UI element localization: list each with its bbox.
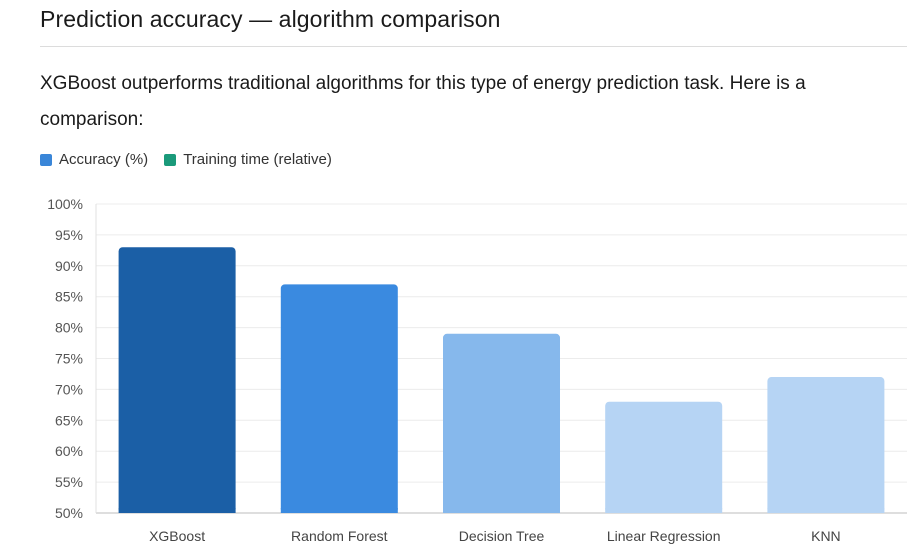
bar-base-random-forest <box>280 508 398 513</box>
y-tick-label-100: 100% <box>47 196 83 212</box>
bar-xgboost <box>118 247 236 513</box>
y-tick-label-70: 70% <box>55 381 83 397</box>
title-divider <box>40 46 907 47</box>
bar-base-knn <box>767 508 885 513</box>
y-tick-label-80: 80% <box>55 320 83 336</box>
y-tick-label-75: 75% <box>55 351 83 367</box>
y-tick-label-50: 50% <box>55 505 83 521</box>
legend-swatch-accuracy <box>40 153 52 166</box>
x-tick-label-decision-tree: Decision Tree <box>459 528 545 544</box>
bar-random-forest <box>280 284 398 513</box>
y-tick-label-85: 85% <box>55 289 83 305</box>
bar-base-decision-tree <box>443 508 560 513</box>
chart-legend: Accuracy (%) Training time (relative) <box>40 151 332 168</box>
legend-item-accuracy[interactable]: Accuracy (%) <box>40 151 148 168</box>
bar-base-linear-regression <box>605 508 723 513</box>
bar-knn <box>767 377 885 513</box>
intro-text: XGBoost outperforms traditional algorith… <box>40 73 806 130</box>
legend-label-training-time: Training time (relative) <box>183 151 332 168</box>
page-title: Prediction accuracy — algorithm comparis… <box>40 6 501 32</box>
legend-label-accuracy: Accuracy (%) <box>59 151 149 168</box>
bar-base-xgboost <box>118 508 236 513</box>
y-tick-label-65: 65% <box>55 412 83 428</box>
x-tick-label-linear-regression: Linear Regression <box>607 528 721 544</box>
bar-linear-regression <box>605 401 723 513</box>
legend-item-training-time[interactable]: Training time (relative) <box>164 151 332 168</box>
x-tick-label-knn: KNN <box>811 528 841 544</box>
x-tick-label-random-forest: Random Forest <box>291 528 388 544</box>
x-tick-label-xgboost: XGBoost <box>149 528 205 544</box>
y-tick-label-55: 55% <box>55 474 83 490</box>
legend-swatch-training-time <box>164 153 177 166</box>
y-tick-label-95: 95% <box>55 227 83 243</box>
bar-decision-tree <box>443 333 560 513</box>
y-tick-label-60: 60% <box>55 443 83 459</box>
y-tick-label-90: 90% <box>55 258 83 274</box>
